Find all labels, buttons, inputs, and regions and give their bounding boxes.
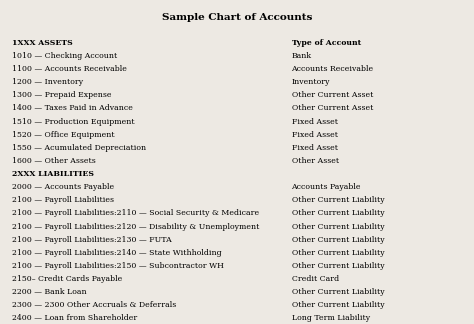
Text: 2100 — Payroll Liabilities:2130 — FUTA: 2100 — Payroll Liabilities:2130 — FUTA bbox=[12, 236, 172, 244]
Text: 1010 — Checking Account: 1010 — Checking Account bbox=[12, 52, 117, 60]
Text: Accounts Payable: Accounts Payable bbox=[292, 183, 361, 191]
Text: Sample Chart of Accounts: Sample Chart of Accounts bbox=[162, 13, 312, 22]
Text: 1100 — Accounts Receivable: 1100 — Accounts Receivable bbox=[12, 65, 127, 73]
Text: 2100 — Payroll Liabilities:2120 — Disability & Unemployment: 2100 — Payroll Liabilities:2120 — Disabi… bbox=[12, 223, 259, 231]
Text: Type of Account: Type of Account bbox=[292, 39, 361, 47]
Text: Fixed Asset: Fixed Asset bbox=[292, 118, 337, 126]
Text: Other Current Asset: Other Current Asset bbox=[292, 105, 373, 112]
Text: 1200 — Inventory: 1200 — Inventory bbox=[12, 78, 83, 86]
Text: 1300 — Prepaid Expense: 1300 — Prepaid Expense bbox=[12, 91, 111, 99]
Text: Other Current Liability: Other Current Liability bbox=[292, 210, 384, 217]
Text: Other Current Liability: Other Current Liability bbox=[292, 196, 384, 204]
Text: 2000 — Accounts Payable: 2000 — Accounts Payable bbox=[12, 183, 114, 191]
Text: 2400 — Loan from Shareholder: 2400 — Loan from Shareholder bbox=[12, 314, 137, 322]
Text: 2200 — Bank Loan: 2200 — Bank Loan bbox=[12, 288, 86, 296]
Text: Bank: Bank bbox=[292, 52, 311, 60]
Text: 1520 — Office Equipment: 1520 — Office Equipment bbox=[12, 131, 115, 139]
Text: Other Current Liability: Other Current Liability bbox=[292, 223, 384, 231]
Text: Other Current Liability: Other Current Liability bbox=[292, 236, 384, 244]
Text: 2XXX LIABILITIES: 2XXX LIABILITIES bbox=[12, 170, 94, 178]
Text: Accounts Receivable: Accounts Receivable bbox=[292, 65, 374, 73]
Text: Other Current Liability: Other Current Liability bbox=[292, 262, 384, 270]
Text: Other Asset: Other Asset bbox=[292, 157, 338, 165]
Text: Credit Card: Credit Card bbox=[292, 275, 338, 283]
Text: 2100 — Payroll Liabilities:2150 — Subcontractor WH: 2100 — Payroll Liabilities:2150 — Subcon… bbox=[12, 262, 224, 270]
Text: 1400 — Taxes Paid in Advance: 1400 — Taxes Paid in Advance bbox=[12, 105, 133, 112]
Text: Other Current Liability: Other Current Liability bbox=[292, 288, 384, 296]
Text: Long Term Liability: Long Term Liability bbox=[292, 314, 370, 322]
Text: 2300 — 2300 Other Accruals & Deferrals: 2300 — 2300 Other Accruals & Deferrals bbox=[12, 301, 176, 309]
Text: 2100 — Payroll Liabilities:2140 — State Withholding: 2100 — Payroll Liabilities:2140 — State … bbox=[12, 249, 221, 257]
Text: Other Current Asset: Other Current Asset bbox=[292, 91, 373, 99]
Text: 1XXX ASSETS: 1XXX ASSETS bbox=[12, 39, 73, 47]
Text: Other Current Liability: Other Current Liability bbox=[292, 249, 384, 257]
Text: Inventory: Inventory bbox=[292, 78, 330, 86]
Text: 1600 — Other Assets: 1600 — Other Assets bbox=[12, 157, 96, 165]
Text: 2100 — Payroll Liabilities: 2100 — Payroll Liabilities bbox=[12, 196, 114, 204]
Text: 1510 — Production Equipment: 1510 — Production Equipment bbox=[12, 118, 135, 126]
Text: 2150– Credit Cards Payable: 2150– Credit Cards Payable bbox=[12, 275, 122, 283]
Text: 2100 — Payroll Liabilities:2110 — Social Security & Medicare: 2100 — Payroll Liabilities:2110 — Social… bbox=[12, 210, 259, 217]
Text: Other Current Liability: Other Current Liability bbox=[292, 301, 384, 309]
Text: 1550 — Acumulated Depreciation: 1550 — Acumulated Depreciation bbox=[12, 144, 146, 152]
Text: Fixed Asset: Fixed Asset bbox=[292, 144, 337, 152]
Text: Fixed Asset: Fixed Asset bbox=[292, 131, 337, 139]
